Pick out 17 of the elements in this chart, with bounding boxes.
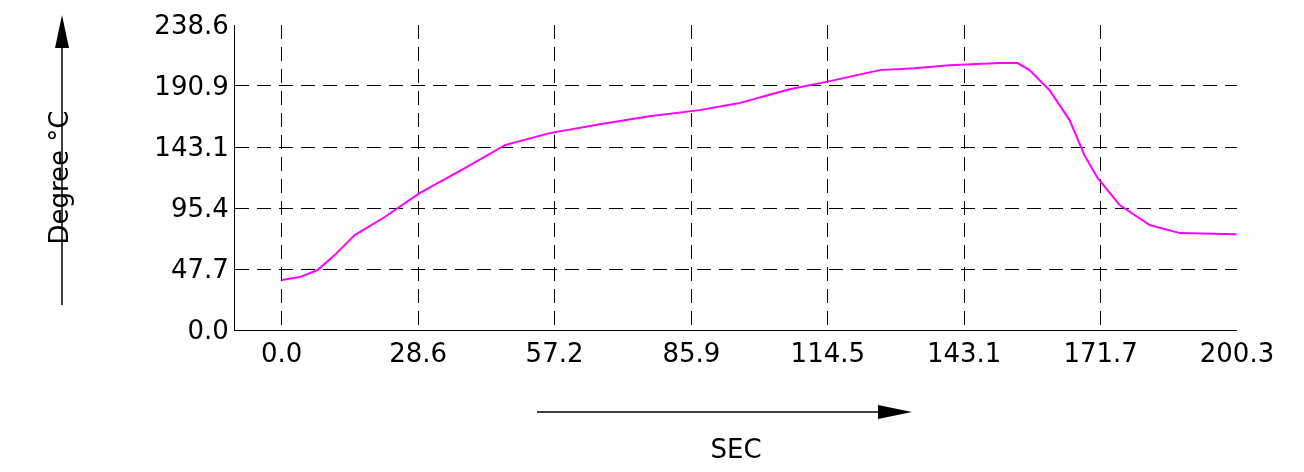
x-tick-label: 114.5 — [790, 338, 866, 369]
line-series — [280, 62, 1237, 282]
x-axis-title: SEC — [710, 433, 762, 464]
y-tick-label: 238.6 — [154, 10, 229, 41]
y-tick-label: 143.1 — [154, 132, 229, 163]
y-axis-title: Degree °C — [43, 110, 74, 245]
x-tick-label: 57.2 — [525, 338, 584, 369]
y-tick-label: 47.7 — [170, 254, 229, 285]
x-tick-label: 28.6 — [389, 338, 448, 369]
x-tick-label: 171.7 — [1063, 338, 1138, 369]
x-tick-label: 85.9 — [662, 338, 721, 369]
text: 0.0 — [187, 315, 229, 346]
text: 0.0 — [261, 338, 303, 369]
y-tick-label: 95.4 — [170, 193, 229, 224]
y-tick-label: 190.9 — [154, 71, 229, 102]
x-tick-label: 200.3 — [1199, 338, 1275, 369]
x-tick-label: 143.1 — [926, 338, 1002, 369]
